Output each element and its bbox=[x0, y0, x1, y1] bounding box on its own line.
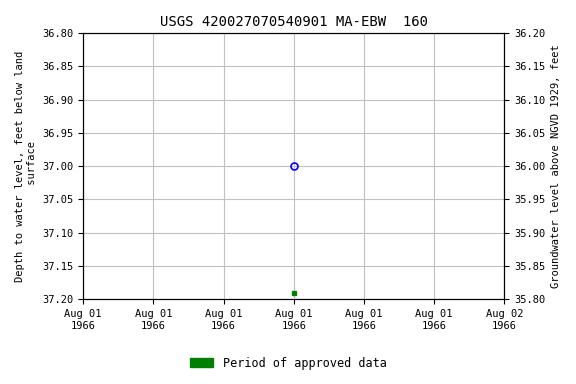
Legend: Period of approved data: Period of approved data bbox=[185, 352, 391, 374]
Y-axis label: Groundwater level above NGVD 1929, feet: Groundwater level above NGVD 1929, feet bbox=[551, 44, 561, 288]
Y-axis label: Depth to water level, feet below land
 surface: Depth to water level, feet below land su… bbox=[15, 50, 37, 282]
Title: USGS 420027070540901 MA-EBW  160: USGS 420027070540901 MA-EBW 160 bbox=[160, 15, 428, 29]
